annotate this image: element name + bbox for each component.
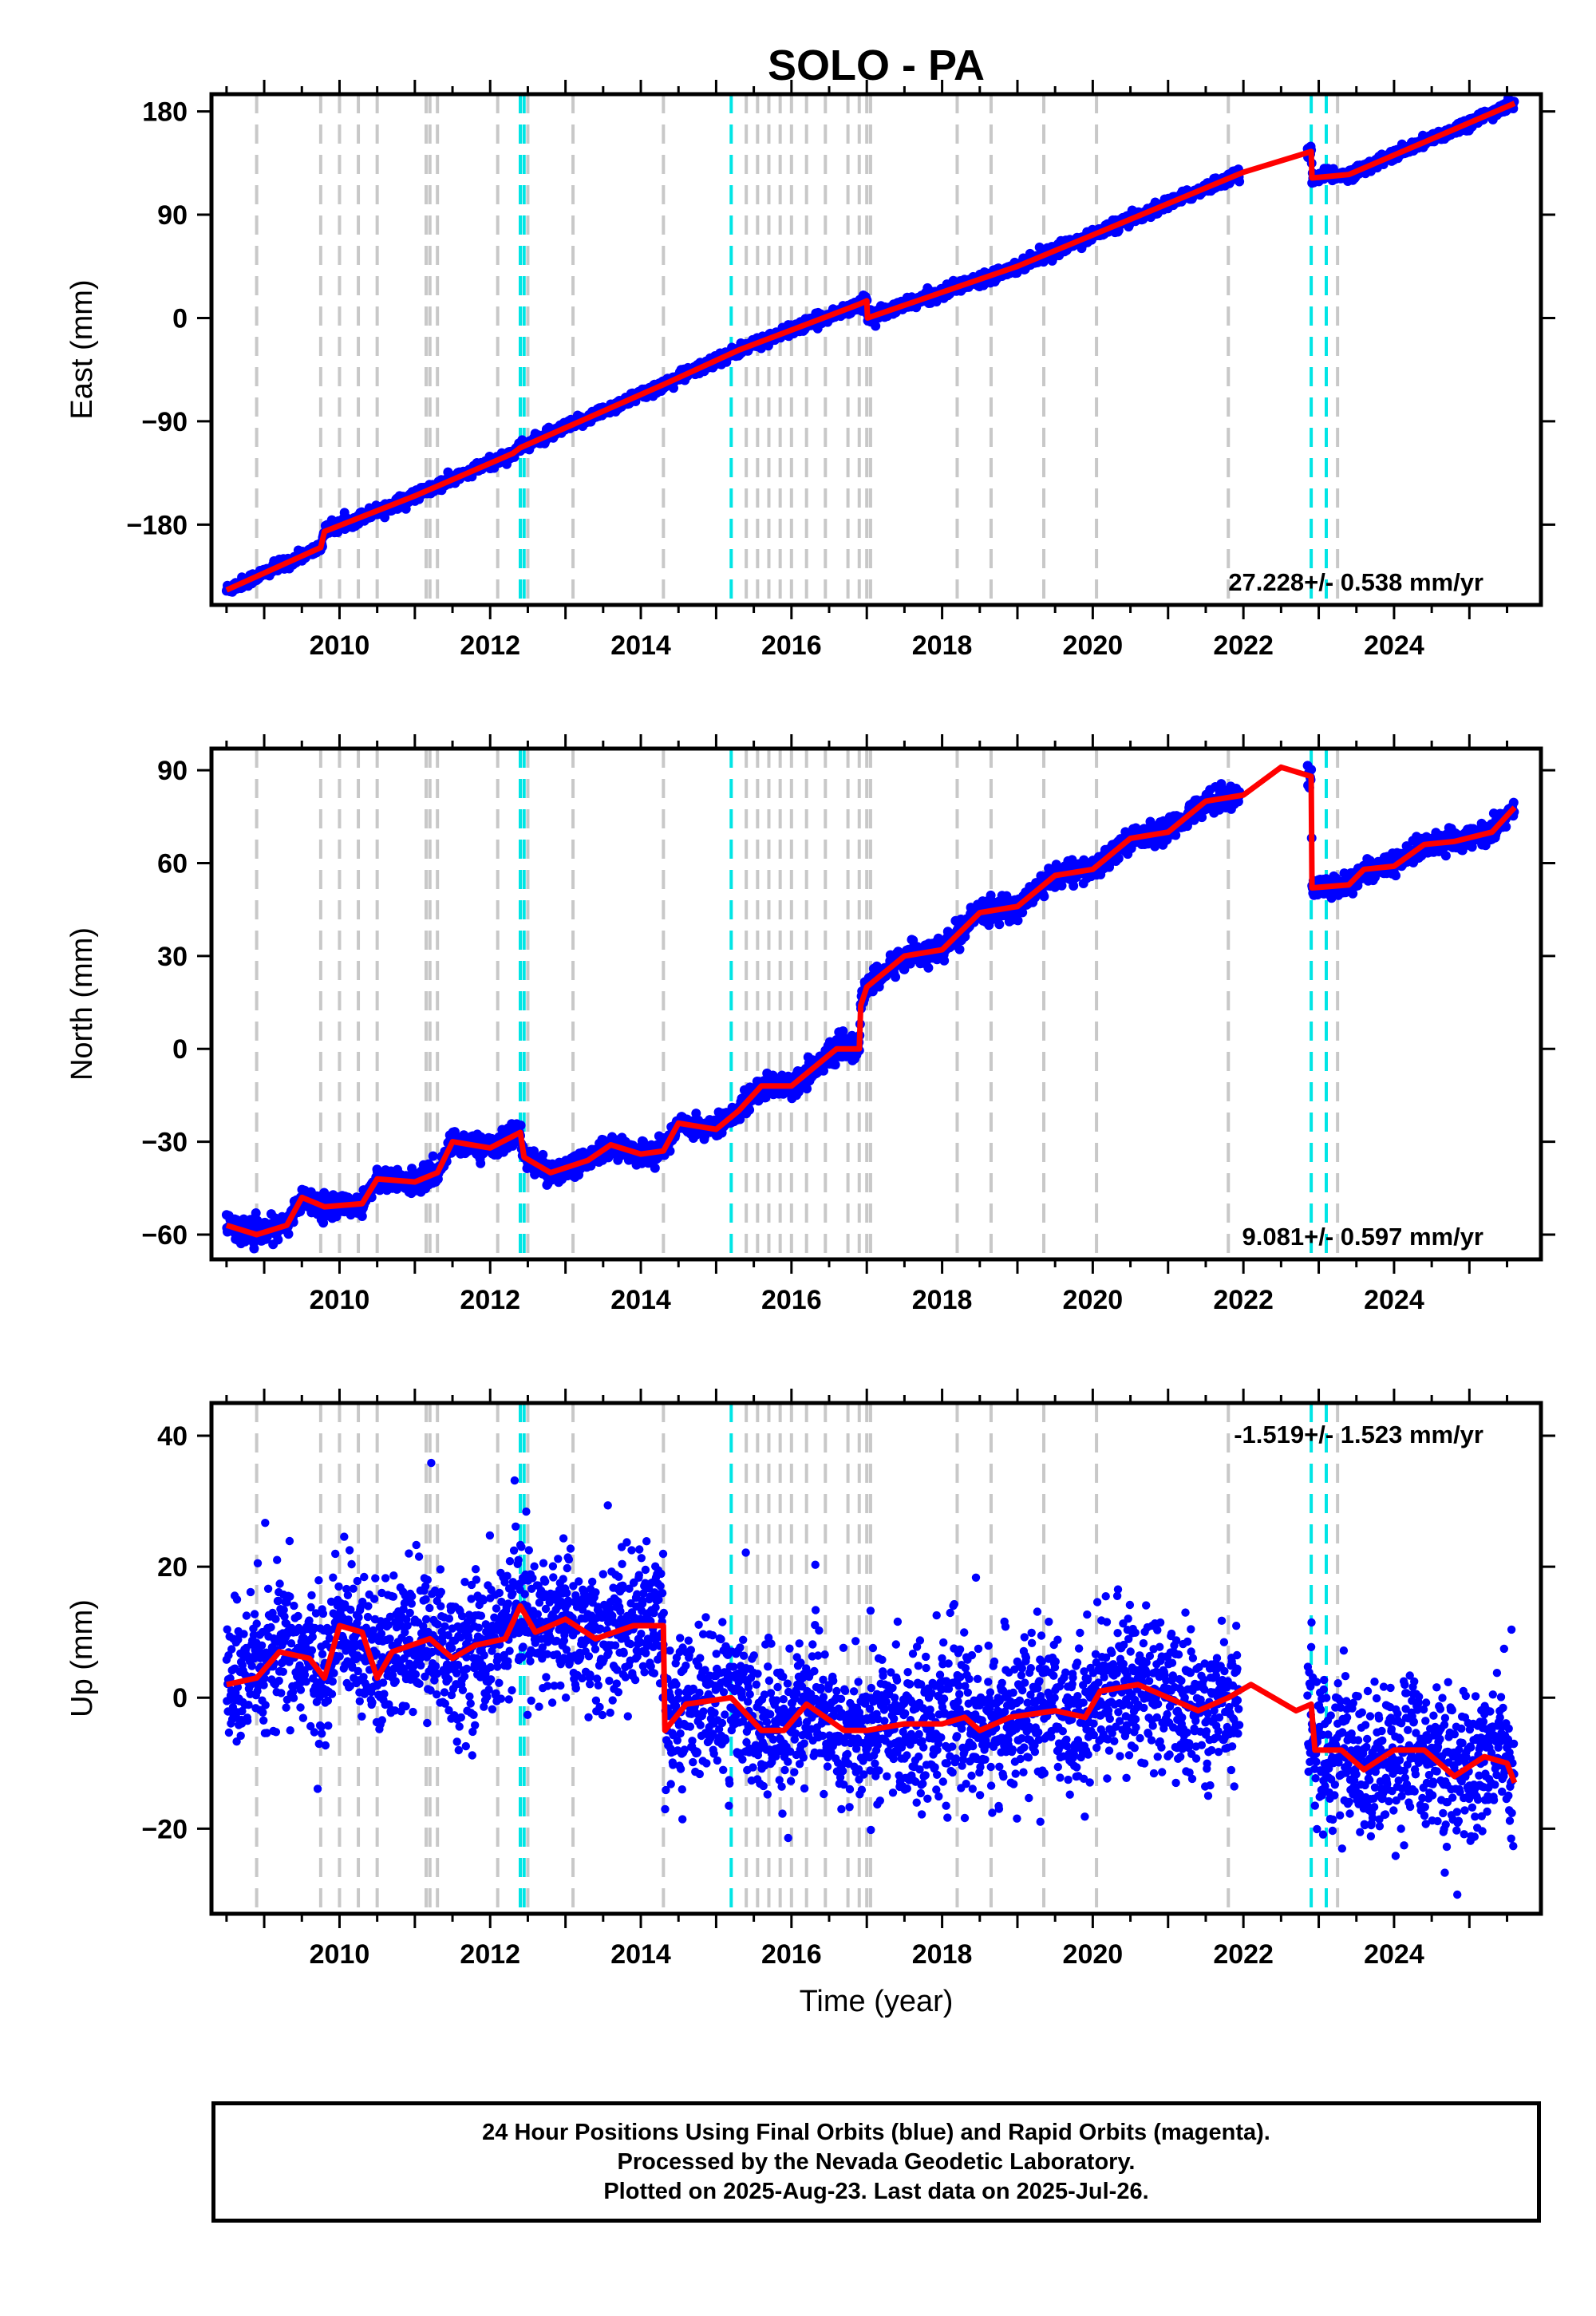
data-point xyxy=(1039,891,1049,902)
data-point xyxy=(1017,907,1028,918)
panel-frame-east xyxy=(209,92,1543,607)
data-point xyxy=(819,1065,828,1076)
data-point xyxy=(793,1087,804,1097)
data-point xyxy=(891,972,901,982)
y-axis-label-east: East (mm) xyxy=(65,279,99,419)
y-tick-label: 0 xyxy=(172,303,188,334)
data-point xyxy=(802,1084,812,1094)
data-point xyxy=(1113,853,1124,864)
data-point xyxy=(273,1235,283,1245)
model-line-east xyxy=(225,101,1516,593)
data-point xyxy=(538,1149,548,1160)
x-tick-label: 2018 xyxy=(912,630,973,661)
data-point xyxy=(428,1151,438,1161)
data-point xyxy=(516,1120,526,1131)
y-tick-label: −180 xyxy=(126,510,188,540)
x-tick-label: 2014 xyxy=(610,630,671,661)
x-tick-label: 2016 xyxy=(761,630,822,661)
x-tick-label: 2022 xyxy=(1213,630,1274,661)
x-tick-label: 2010 xyxy=(310,630,370,661)
plot-area-east xyxy=(221,94,1519,605)
data-point xyxy=(954,944,965,954)
data-point xyxy=(1171,830,1181,840)
y-tick-label: 90 xyxy=(157,200,188,231)
data-point xyxy=(357,1211,367,1221)
data-point xyxy=(283,1229,294,1239)
data-point xyxy=(745,1105,755,1115)
y-tick-label: 180 xyxy=(142,97,188,128)
data-point xyxy=(830,1060,840,1070)
rate-label-east: 27.228+/- 0.538 mm/yr xyxy=(1228,568,1483,596)
data-point xyxy=(249,1243,259,1254)
x-tick-label: 2012 xyxy=(460,630,520,661)
data-point xyxy=(1057,880,1067,891)
data-point xyxy=(1235,176,1245,187)
data-point xyxy=(871,321,881,331)
data-point xyxy=(380,512,390,523)
data-point xyxy=(923,962,934,973)
panel-east: −180 −90 0 90 180 2010 2012 2014 2016 2018 2020 202… xyxy=(65,80,1555,661)
data-point xyxy=(994,919,1005,930)
x-tick-label: 2024 xyxy=(1364,630,1424,661)
y-tick-label: −90 xyxy=(141,407,188,437)
data-point xyxy=(939,955,950,966)
plot-area-north xyxy=(221,749,1519,1259)
data-point xyxy=(1013,915,1023,926)
data-point xyxy=(251,1208,261,1218)
data-point xyxy=(476,1158,486,1168)
chart-title: SOLO - PA xyxy=(768,41,985,89)
data-point xyxy=(650,1163,660,1173)
panels: −180 −90 0 90 180 2010 2012 2014 2016 2018 2020 202… xyxy=(65,80,1555,2018)
x-tick-label: 2020 xyxy=(1063,630,1124,661)
data-point xyxy=(1069,881,1079,891)
